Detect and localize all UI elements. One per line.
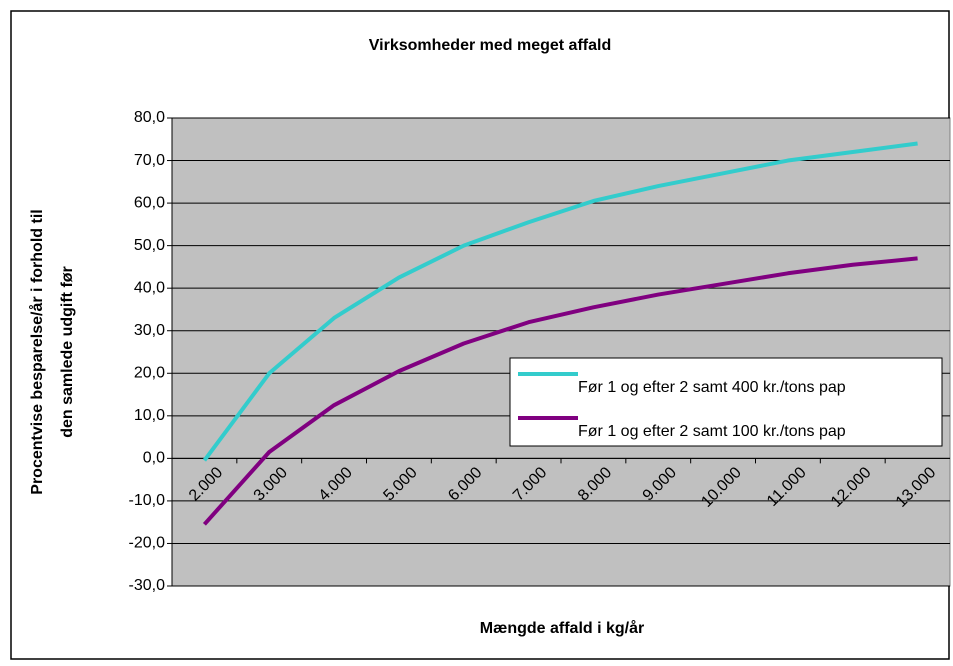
- y-tick-label: 30,0: [134, 322, 165, 339]
- y-axis-title-line: den samlede udgift før: [59, 266, 76, 438]
- y-tick-label: 80,0: [134, 109, 165, 126]
- y-tick-label: 50,0: [134, 237, 165, 254]
- legend-box: [509, 357, 943, 447]
- chart-title: Virksomheder med meget affald: [369, 37, 611, 54]
- plot-area: [171, 117, 951, 587]
- y-tick-label: 20,0: [134, 364, 165, 381]
- legend-label: Før 1 og efter 2 samt 100 kr./tons pap: [578, 423, 846, 440]
- y-axis-title: Procentvise besparelse/år i forhold til …: [28, 209, 76, 494]
- y-axis-title-line: Procentvise besparelse/år i forhold til: [28, 209, 46, 494]
- y-tick-label: 40,0: [134, 279, 165, 296]
- y-tick-label: -30,0: [129, 577, 166, 594]
- y-tick-label: 70,0: [134, 152, 165, 169]
- series-line: [202, 141, 918, 462]
- y-tick-label: -20,0: [129, 535, 166, 552]
- y-tick-label: 60,0: [134, 194, 165, 211]
- y-tick-label: -10,0: [129, 492, 166, 509]
- legend-label: Før 1 og efter 2 samt 400 kr./tons pap: [578, 379, 846, 396]
- y-tick-label: 0,0: [143, 450, 165, 467]
- x-axis-title: Mængde affald i kg/år: [480, 619, 644, 637]
- series-line: [202, 256, 918, 526]
- legend: Før 1 og efter 2 samt 400 kr./tons pap Fø…: [509, 357, 943, 447]
- y-tick-label: 10,0: [134, 407, 165, 424]
